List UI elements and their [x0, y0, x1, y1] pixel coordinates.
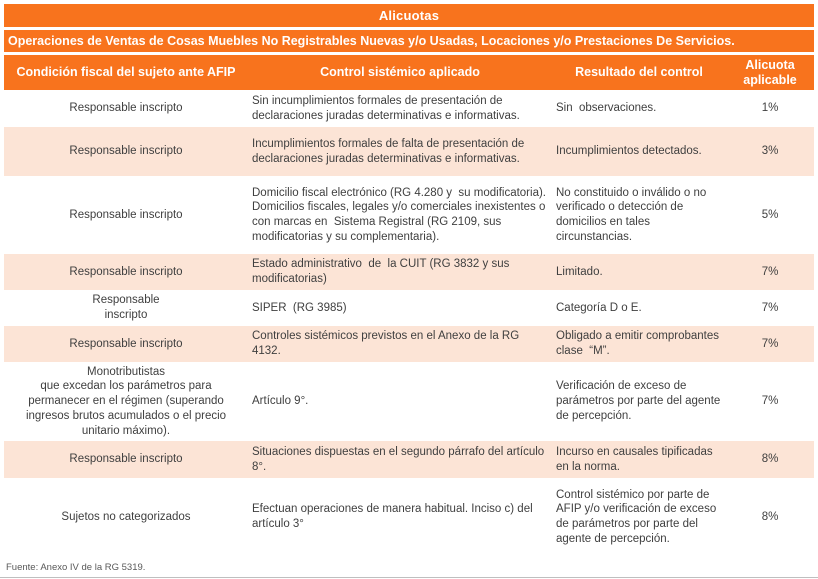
table-row: Responsable inscripto Incumplimientos fo…: [4, 127, 814, 176]
cell-resultado: Incurso en causales tipificadas en la no…: [556, 445, 716, 473]
table-row: Responsable inscripto Controles sistémic…: [4, 326, 814, 362]
cell-resultado: No constituido o inválido o no verificad…: [556, 186, 710, 243]
table-row: Responsable inscripto Sin incumplimiento…: [4, 90, 814, 127]
cell-alicuota: 7%: [761, 337, 779, 350]
cell-alicuota: 7%: [761, 301, 779, 314]
cell-alicuota: 8%: [761, 453, 779, 466]
cell-condicion: Responsable inscripto: [69, 208, 183, 221]
cell-alicuota: 7%: [761, 395, 779, 408]
cell-condicion: Responsable inscripto: [69, 453, 183, 466]
cell-control: Incumplimientos formales de falta de pre…: [252, 137, 528, 165]
cell-resultado: Verificación de exceso de parámetros por…: [556, 380, 724, 422]
cell-alicuota: 1%: [761, 102, 779, 115]
cell-condicion: Responsable inscripto: [69, 265, 183, 278]
cell-alicuota: 5%: [761, 208, 779, 221]
cell-alicuota: 3%: [761, 145, 779, 158]
cell-condicion: Monotributistas que excedan los parámetr…: [25, 365, 227, 437]
column-header-condicion-fiscal: Condición fiscal del sujeto ante AFIP: [16, 65, 236, 80]
column-header-control-sistemico: Control sistémico aplicado: [320, 65, 480, 80]
cell-condicion: Responsable inscripto: [69, 337, 183, 350]
cell-resultado: Obligado a emitir comprobantes clase “M”…: [556, 330, 723, 357]
cell-condicion: Responsable inscripto: [92, 294, 160, 321]
cell-control: Situaciones dispuestas en el segundo pár…: [252, 445, 548, 473]
cell-alicuota: 8%: [761, 510, 779, 523]
table-header-row: Condición fiscal del sujeto ante AFIP Co…: [4, 55, 814, 90]
cell-control: Artículo 9°.: [252, 395, 309, 408]
table-row: Sujetos no categorizados Efectuan operac…: [4, 478, 814, 556]
table-body: Responsable inscripto Sin incumplimiento…: [4, 90, 814, 556]
table-row: Responsable inscripto Domicilio fiscal e…: [4, 176, 814, 254]
cell-control: Sin incumplimientos formales de presenta…: [252, 94, 520, 122]
table-row: Responsable inscripto SIPER (RG 3985) Ca…: [4, 290, 814, 326]
cell-control: Domicilio fiscal electrónico (RG 4.280 y…: [252, 186, 546, 243]
page-title: Alicuotas: [4, 4, 814, 27]
table-row: Monotributistas que excedan los parámetr…: [4, 362, 814, 441]
cell-condicion: Responsable inscripto: [69, 145, 183, 158]
cell-control: SIPER (RG 3985): [252, 301, 347, 314]
bottom-divider: [0, 577, 818, 578]
cell-condicion: Sujetos no categorizados: [61, 510, 191, 523]
table-row: Responsable inscripto Estado administrat…: [4, 254, 814, 290]
column-header-resultado-control: Resultado del control: [575, 65, 703, 80]
cell-alicuota: 7%: [761, 265, 779, 278]
cell-resultado: Categoría D o E.: [556, 301, 642, 314]
cell-control: Controles sistémicos previstos en el Ane…: [252, 330, 523, 357]
cell-control: Estado administrativo de la CUIT (RG 383…: [252, 258, 513, 285]
cell-condicion: Responsable inscripto: [69, 102, 183, 115]
cell-resultado: Control sistémico por parte de AFIP y/o …: [556, 488, 720, 545]
cell-resultado: Incumplimientos detectados.: [556, 145, 702, 158]
cell-resultado: Limitado.: [556, 265, 603, 278]
table-row: Responsable inscripto Situaciones dispue…: [4, 441, 814, 478]
cell-control: Efectuan operaciones de manera habitual.…: [252, 503, 536, 530]
cell-resultado: Sin observaciones.: [556, 102, 657, 115]
source-note: Fuente: Anexo IV de la RG 5319.: [6, 562, 146, 573]
table-subtitle: Operaciones de Ventas de Cosas Muebles N…: [4, 30, 814, 52]
column-header-alicuota-aplicable: Alicuota aplicable: [743, 58, 797, 87]
